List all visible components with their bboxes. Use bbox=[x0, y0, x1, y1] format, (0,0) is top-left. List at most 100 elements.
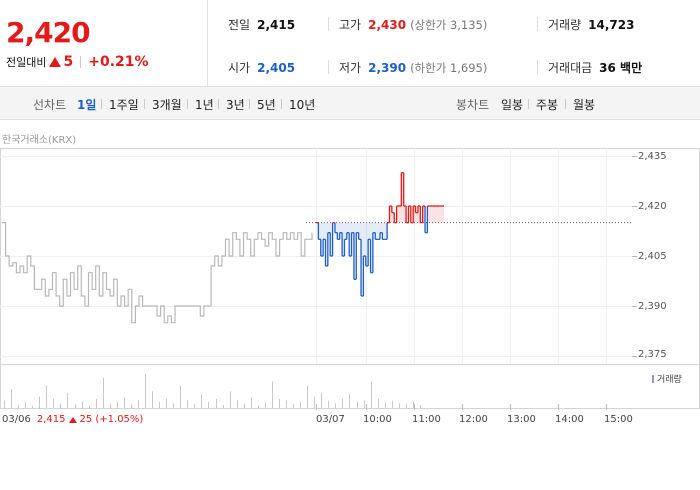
stat-label: 거래량 bbox=[548, 18, 582, 32]
line-chart-label: 선차트 bbox=[33, 98, 67, 112]
stat-prev: 전일 2,415 bbox=[228, 16, 295, 33]
stat-value: 2,415 bbox=[257, 18, 296, 32]
stat-high: 고가 2,430 (상한가 3,135) bbox=[339, 16, 487, 33]
y-tick-label: 2,435 bbox=[638, 151, 667, 162]
volume-legend: 거래량 bbox=[652, 372, 682, 385]
area-fill bbox=[396, 206, 399, 223]
area-fill bbox=[353, 222, 357, 280]
prev-day-summary: 03/06 2,415 25 (+1.05%) bbox=[2, 414, 143, 425]
tab-5y[interactable]: 5년 bbox=[257, 98, 276, 112]
area-fill bbox=[391, 212, 395, 223]
area-fill bbox=[415, 212, 418, 223]
area-fill bbox=[382, 222, 385, 240]
tab-monthly[interactable]: 월봉 bbox=[573, 98, 596, 112]
x-tick-label: 13:00 bbox=[507, 414, 536, 425]
divider bbox=[537, 60, 538, 74]
area-fill bbox=[403, 206, 407, 223]
area-fill bbox=[398, 206, 402, 223]
legend-label: 거래량 bbox=[657, 375, 682, 385]
stat-low: 저가 2,390 (하한가 1,695) bbox=[339, 59, 487, 76]
prev-price: 2,415 bbox=[36, 414, 66, 425]
lower-limit: (하한가 1,695) bbox=[410, 61, 488, 75]
divider bbox=[249, 99, 250, 109]
tab-1d[interactable]: 1일 bbox=[77, 98, 97, 112]
area-fill bbox=[334, 222, 338, 233]
y-tick-label: 2,405 bbox=[638, 251, 667, 262]
divider bbox=[80, 56, 82, 68]
area-fill bbox=[375, 222, 378, 240]
area-fill bbox=[434, 206, 437, 223]
area-fill bbox=[365, 222, 369, 267]
area-fill bbox=[351, 222, 354, 233]
area-fill bbox=[436, 206, 440, 223]
area-fill bbox=[325, 222, 328, 267]
area-fill bbox=[339, 222, 343, 233]
tab-3y[interactable]: 3년 bbox=[226, 98, 245, 112]
divider bbox=[565, 99, 566, 109]
area-fill bbox=[432, 206, 435, 223]
area-fill bbox=[370, 222, 373, 273]
divider bbox=[101, 99, 102, 109]
period-tabs: 선차트 1일 1주일 3개월 1년 3년 5년 10년 봉차트 일봉 주봉 월봉 bbox=[0, 87, 700, 120]
tab-3m[interactable]: 3개월 bbox=[152, 98, 182, 112]
area-fill bbox=[363, 222, 366, 257]
tab-daily[interactable]: 일봉 bbox=[501, 98, 524, 112]
area-fill bbox=[342, 222, 345, 257]
x-tick-label: 03/07 bbox=[316, 414, 345, 425]
x-tick-label: 14:00 bbox=[555, 414, 584, 425]
area-fill bbox=[358, 222, 362, 240]
change-amount: 5 bbox=[63, 54, 74, 70]
stats-panel: 전일 2,415 고가 2,430 (상한가 3,135) 거래량 14,723… bbox=[208, 0, 700, 87]
area-fill bbox=[344, 222, 347, 240]
data-source: 한국거래소(KRX) bbox=[2, 135, 77, 146]
area-fill bbox=[356, 222, 359, 233]
change-label: 전일대비 bbox=[6, 56, 47, 69]
stat-value: 14,723 bbox=[588, 18, 635, 32]
stat-value: 36 백만 bbox=[599, 61, 643, 75]
stat-trade-value: 거래대금 36 백만 bbox=[548, 59, 642, 76]
area-fill bbox=[384, 222, 388, 240]
stat-value: 2,390 bbox=[368, 61, 407, 75]
divider bbox=[537, 17, 538, 31]
y-tick-label: 2,420 bbox=[638, 201, 667, 212]
prev-date: 03/06 bbox=[2, 414, 31, 425]
y-tick-label: 2,375 bbox=[638, 349, 667, 360]
x-tick-label: 12:00 bbox=[459, 414, 488, 425]
area-fill bbox=[425, 222, 428, 233]
area-fill bbox=[361, 222, 364, 297]
tab-10y[interactable]: 10년 bbox=[289, 98, 316, 112]
tab-1y[interactable]: 1년 bbox=[195, 98, 214, 112]
area-fill bbox=[389, 206, 392, 223]
x-tick-label: 15:00 bbox=[604, 414, 633, 425]
upper-limit: (상한가 3,135) bbox=[410, 18, 488, 32]
stat-open: 시가 2,405 bbox=[228, 59, 295, 76]
area-fill bbox=[327, 222, 331, 233]
up-triangle-icon bbox=[69, 416, 78, 423]
area-fill bbox=[318, 222, 321, 240]
area-fill bbox=[346, 222, 350, 233]
x-tick-label: 10:00 bbox=[363, 414, 392, 425]
area-fill bbox=[401, 172, 404, 223]
stat-label: 저가 bbox=[339, 61, 362, 75]
divider bbox=[328, 60, 329, 74]
area-fill bbox=[417, 206, 421, 223]
price-box: 2,420 전일대비 5 +0.21% bbox=[0, 0, 208, 87]
divider bbox=[144, 99, 145, 109]
area-fill bbox=[422, 206, 426, 223]
up-triangle-icon bbox=[49, 57, 62, 67]
tab-1w[interactable]: 1주일 bbox=[109, 98, 139, 112]
stat-volume: 거래량 14,723 bbox=[548, 16, 634, 33]
y-tick-label: 2,390 bbox=[638, 301, 667, 312]
area-fill bbox=[337, 222, 340, 240]
tab-weekly[interactable]: 주봉 bbox=[536, 98, 559, 112]
change-percent: +0.21% bbox=[88, 54, 149, 70]
stat-label: 전일 bbox=[228, 18, 251, 32]
area-fill bbox=[408, 206, 411, 223]
volume-swatch-icon bbox=[652, 374, 654, 383]
prev-day-line bbox=[2, 222, 313, 324]
divider bbox=[281, 99, 282, 109]
area-fill bbox=[380, 222, 383, 233]
area-fill bbox=[413, 206, 416, 223]
area-fill bbox=[372, 222, 376, 233]
